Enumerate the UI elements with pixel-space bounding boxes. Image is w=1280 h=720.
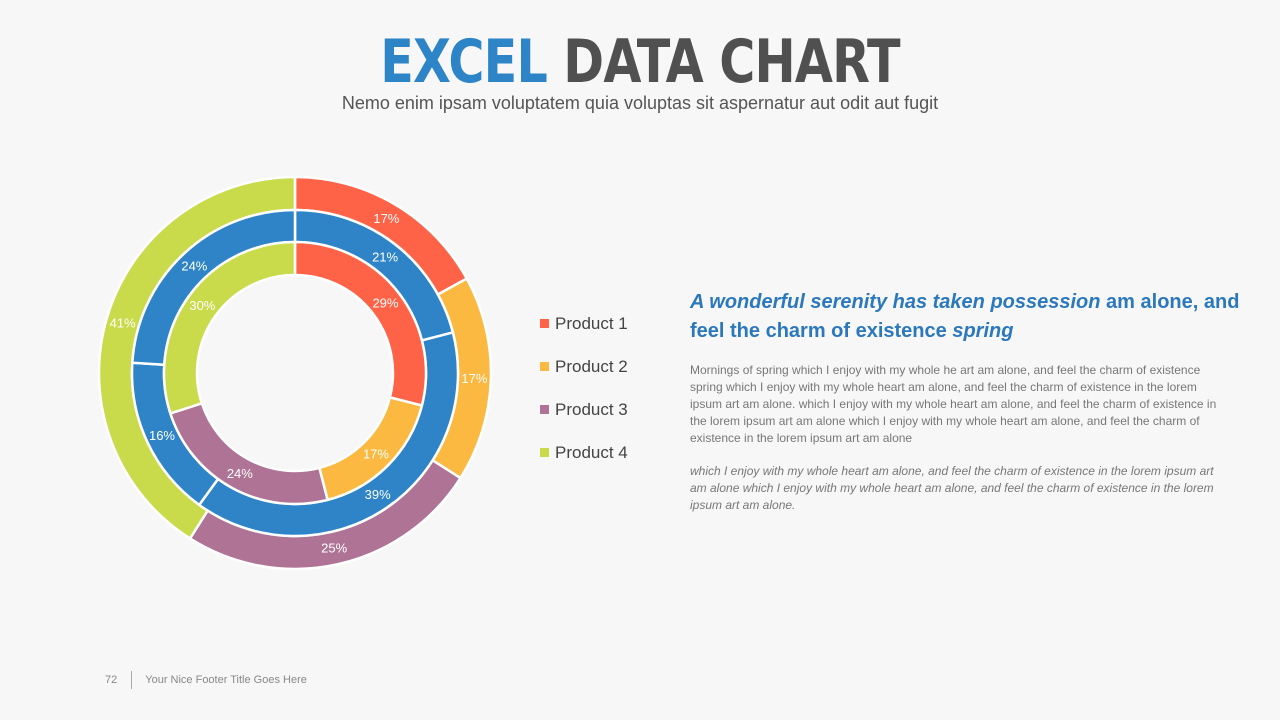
outer-ring-label-4: 41% (110, 315, 136, 330)
legend-swatch-3 (540, 405, 549, 414)
donut-chart: 17% 17% 25% 41% 21% 39% 16% 24% 29% 17% 24% 30% (97, 175, 493, 571)
heading-italic-part: A wonderful serenity has taken possessio… (690, 291, 1101, 313)
slide-subtitle: Nemo enim ipsam voluptatem quia voluptas… (341, 93, 939, 113)
outer-ring-label-2: 17% (461, 371, 487, 386)
inner-ring-label-4: 30% (189, 298, 215, 313)
heading-italic-end: spring (952, 320, 1014, 342)
title-rest: DATA CHART (563, 27, 900, 97)
content-body: Mornings of spring which I enjoy with my… (690, 362, 1225, 530)
middle-ring-label-1: 21% (372, 249, 398, 264)
legend-swatch-1 (540, 319, 549, 328)
inner-ring-label-3: 24% (227, 466, 253, 481)
legend-item-1: Product 1 (540, 302, 628, 345)
page-number: 72 (105, 674, 118, 686)
heading-plain-part: am alone, and feel the charm of existenc… (690, 291, 1240, 342)
content-heading: A wonderful serenity has taken possessio… (690, 288, 1250, 346)
paragraph-1: Mornings of spring which I enjoy with my… (690, 363, 1217, 445)
legend-item-4: Product 4 (540, 431, 628, 474)
legend-label-4: Product 4 (555, 442, 628, 462)
legend-swatch-4 (540, 448, 549, 457)
footer-divider (131, 671, 133, 689)
chart-legend: Product 1 Product 2 Product 3 Product 4 (540, 302, 628, 474)
title-accent: EXCEL (380, 27, 548, 97)
legend-item-3: Product 3 (540, 388, 628, 431)
middle-ring-label-3: 16% (149, 428, 175, 443)
legend-label-2: Product 2 (555, 356, 628, 376)
slide-footer: 72 Your Nice Footer Title Goes Here (105, 670, 307, 690)
inner-ring-slice-4 (162, 240, 297, 416)
outer-ring-label-3: 25% (321, 541, 347, 556)
legend-label-1: Product 1 (555, 313, 628, 333)
inner-ring-label-2: 17% (363, 446, 389, 461)
outer-ring-label-1: 17% (373, 211, 399, 226)
legend-item-2: Product 2 (540, 345, 628, 388)
middle-ring-label-2: 39% (365, 487, 391, 502)
legend-label-3: Product 3 (555, 399, 628, 419)
legend-swatch-2 (540, 362, 549, 371)
slide-title: EXCEL DATA CHART (115, 22, 1165, 102)
footer-title: Your Nice Footer Title Goes Here (145, 674, 307, 686)
inner-ring-label-1: 29% (372, 295, 398, 310)
paragraph-2: which I enjoy with my whole heart am alo… (690, 464, 1214, 512)
middle-ring-label-4: 24% (181, 258, 207, 273)
